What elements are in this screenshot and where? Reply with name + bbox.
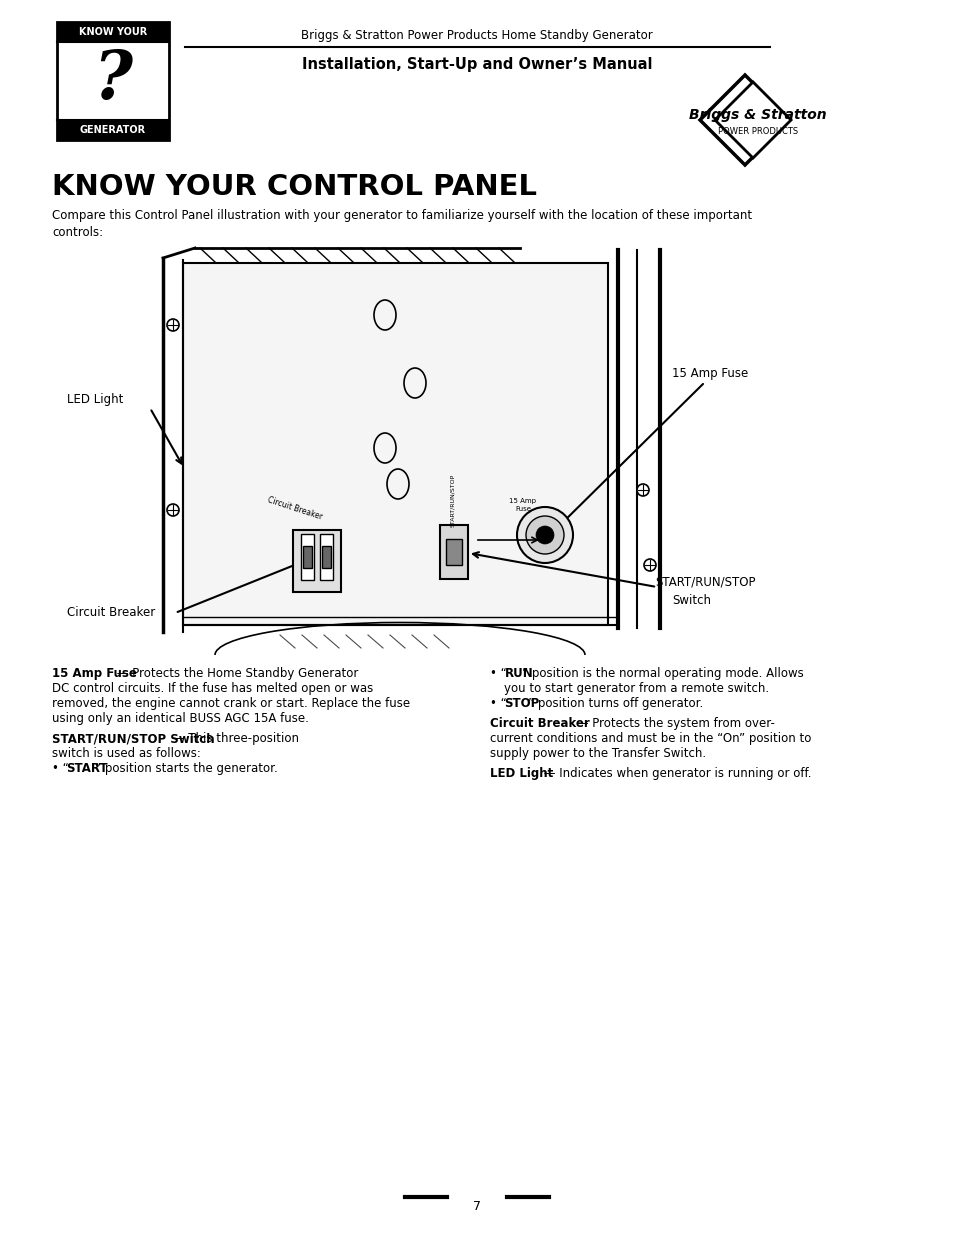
Text: 15 Amp Fuse: 15 Amp Fuse [671, 367, 747, 379]
Text: RUN: RUN [504, 667, 533, 680]
Text: ” position starts the generator.: ” position starts the generator. [95, 762, 278, 776]
Text: START/RUN/STOP: START/RUN/STOP [450, 473, 455, 526]
Text: — Protects the Home Standby Generator: — Protects the Home Standby Generator [113, 667, 358, 680]
Circle shape [637, 484, 648, 496]
Bar [57, 120, 169, 140]
Text: using only an identical BUSS AGC 15A fuse.: using only an identical BUSS AGC 15A fus… [52, 713, 309, 725]
Text: Circuit Breaker: Circuit Breaker [266, 495, 323, 521]
Text: DC control circuits. If the fuse has melted open or was: DC control circuits. If the fuse has mel… [52, 682, 373, 695]
Circle shape [167, 319, 179, 331]
Text: STOP: STOP [504, 697, 539, 710]
Text: • “: • “ [490, 667, 506, 680]
Bar [439, 525, 468, 579]
Text: 7: 7 [473, 1200, 480, 1214]
Text: • “: • “ [490, 697, 506, 710]
Text: — Indicates when generator is running or off.: — Indicates when generator is running or… [539, 767, 811, 781]
Text: GENERATOR: GENERATOR [80, 125, 146, 135]
Text: START: START [67, 762, 108, 776]
Text: Compare this Control Panel illustration with your generator to familiarize yours: Compare this Control Panel illustration … [52, 209, 751, 221]
Circle shape [167, 504, 179, 516]
Bar [322, 546, 331, 568]
Text: LED Light: LED Light [67, 394, 123, 406]
Bar [183, 263, 607, 625]
Bar [303, 546, 312, 568]
Text: LED Light: LED Light [490, 767, 553, 781]
Text: Briggs & Stratton: Briggs & Stratton [688, 107, 826, 122]
Text: controls:: controls: [52, 226, 103, 238]
Text: Circuit Breaker: Circuit Breaker [490, 718, 589, 730]
Circle shape [643, 559, 656, 571]
Text: — Protects the system from over-: — Protects the system from over- [573, 718, 774, 730]
Text: Briggs & Stratton Power Products Home Standby Generator: Briggs & Stratton Power Products Home St… [301, 30, 652, 42]
Text: Switch: Switch [671, 594, 710, 606]
Bar [293, 530, 340, 592]
Text: START/RUN/STOP: START/RUN/STOP [655, 576, 755, 589]
Text: switch is used as follows:: switch is used as follows: [52, 747, 201, 760]
Text: supply power to the Transfer Switch.: supply power to the Transfer Switch. [490, 747, 705, 760]
Text: — This three-position: — This three-position [169, 732, 298, 745]
Text: ” position turns off generator.: ” position turns off generator. [527, 697, 702, 710]
Text: KNOW YOUR: KNOW YOUR [79, 27, 147, 37]
Text: 15 Amp Fuse: 15 Amp Fuse [52, 667, 136, 680]
Circle shape [536, 526, 554, 543]
Polygon shape [714, 82, 790, 158]
Bar [319, 534, 333, 580]
Text: you to start generator from a remote switch.: you to start generator from a remote swi… [503, 682, 768, 695]
Text: KNOW YOUR CONTROL PANEL: KNOW YOUR CONTROL PANEL [52, 173, 537, 201]
Text: removed, the engine cannot crank or start. Replace the fuse: removed, the engine cannot crank or star… [52, 697, 410, 710]
Bar [57, 22, 169, 42]
Text: ” position is the normal operating mode. Allows: ” position is the normal operating mode.… [521, 667, 802, 680]
Text: current conditions and must be in the “On” position to: current conditions and must be in the “O… [490, 732, 810, 745]
Bar [301, 534, 314, 580]
Circle shape [517, 508, 573, 563]
Text: 15 Amp
Fuse: 15 Amp Fuse [509, 498, 536, 511]
Text: ?: ? [93, 48, 132, 114]
Text: Circuit Breaker: Circuit Breaker [67, 605, 155, 619]
Text: Installation, Start-Up and Owner’s Manual: Installation, Start-Up and Owner’s Manua… [301, 58, 652, 73]
Bar [57, 22, 169, 140]
Text: • “: • “ [52, 762, 69, 776]
Text: POWER PRODUCTS: POWER PRODUCTS [718, 127, 798, 137]
Circle shape [525, 516, 563, 555]
Text: START/RUN/STOP Switch: START/RUN/STOP Switch [52, 732, 214, 745]
Text: ™: ™ [797, 110, 805, 120]
Bar [446, 538, 461, 564]
